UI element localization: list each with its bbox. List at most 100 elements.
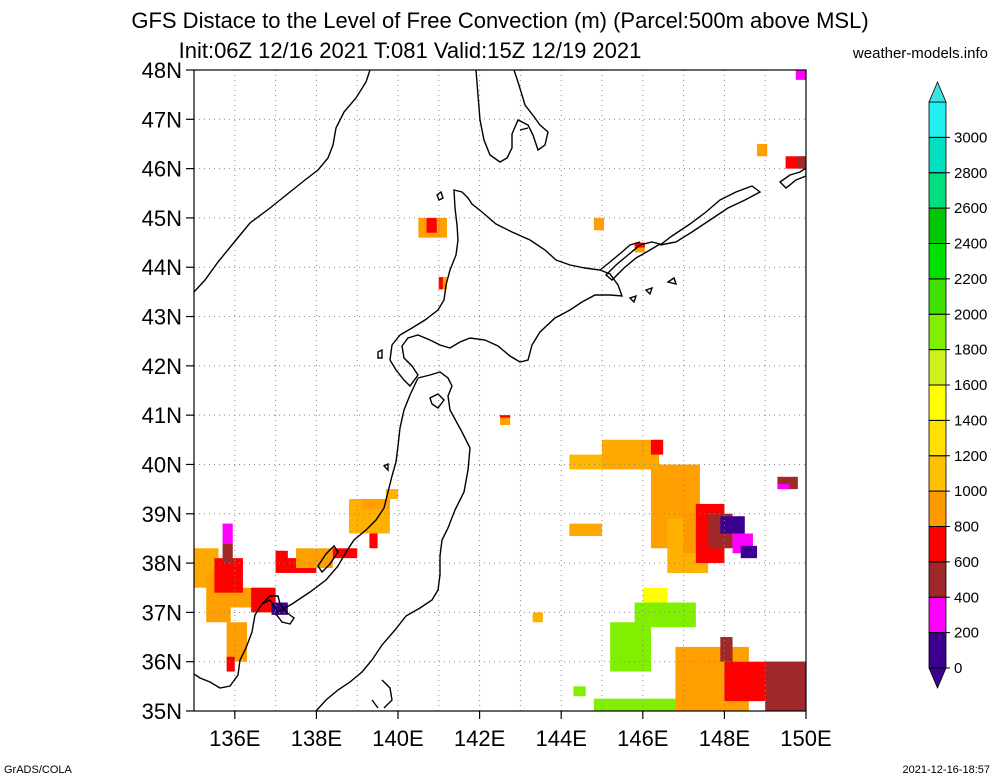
lfc-field-cell bbox=[573, 686, 586, 697]
lat-tick-label: 44N bbox=[142, 255, 182, 280]
colorbar-segment bbox=[928, 207, 947, 244]
coastline-kuril-north bbox=[778, 167, 806, 189]
colorbar-segment bbox=[928, 419, 947, 457]
lat-tick-label: 37N bbox=[142, 600, 182, 625]
colorbar-segment bbox=[928, 101, 947, 138]
colorbar-level-label: 1200 bbox=[954, 448, 987, 465]
coastline-honshu bbox=[194, 371, 471, 711]
coastline-okushiri bbox=[377, 348, 383, 359]
colorbar-level-label: 1600 bbox=[954, 377, 987, 394]
lon-tick-label: 150E bbox=[780, 726, 831, 751]
lfc-field-cell bbox=[740, 545, 758, 559]
lfc-field-cell bbox=[593, 217, 605, 231]
lfc-field-cell bbox=[757, 143, 768, 157]
coastline-boso bbox=[371, 679, 393, 709]
colorbar-segment bbox=[928, 313, 947, 351]
colorbar-segment bbox=[928, 172, 947, 209]
colorbar-segment bbox=[928, 490, 947, 527]
lon-tick-label: 148E bbox=[699, 726, 750, 751]
lfc-field-cell bbox=[296, 548, 333, 569]
lfc-field-cell bbox=[610, 622, 651, 672]
coastline-sakhalin bbox=[475, 70, 549, 163]
lfc-field-cell bbox=[222, 523, 233, 544]
lfc-field-cell bbox=[500, 415, 511, 418]
lat-tick-label: 42N bbox=[142, 354, 182, 379]
coastline-kuril-iturup bbox=[659, 185, 762, 246]
lfc-field-cell bbox=[222, 543, 233, 564]
coastline-rishiri bbox=[436, 190, 444, 201]
lfc-field-cell bbox=[385, 489, 398, 499]
lat-tick-label: 47N bbox=[142, 107, 182, 132]
lfc-field-cell bbox=[500, 415, 511, 426]
colorbar-level-label: 2600 bbox=[954, 200, 987, 217]
lfc-field-cell bbox=[593, 698, 676, 711]
lfc-field-cell bbox=[438, 277, 447, 290]
lon-tick-label: 146E bbox=[617, 726, 668, 751]
lfc-field-cell bbox=[361, 498, 390, 509]
colorbar-segment bbox=[928, 596, 947, 634]
colorbar-level-label: 1800 bbox=[954, 342, 987, 359]
lfc-field-cell bbox=[777, 484, 790, 490]
map-title: GFS Distace to the Level of Free Convect… bbox=[131, 8, 869, 33]
colorbar-segment bbox=[928, 278, 947, 315]
lat-tick-label: 43N bbox=[142, 305, 182, 330]
map-frame bbox=[193, 69, 807, 712]
lon-tick-label: 136E bbox=[209, 726, 260, 751]
coastline-bay bbox=[429, 393, 445, 409]
map-subtitle-init-valid: Init:06Z 12/16 2021 T:081 Valid:15Z 12/1… bbox=[178, 38, 642, 63]
coastline-shiretoko bbox=[599, 241, 641, 271]
coastline-oshima bbox=[382, 462, 389, 472]
lfc-field-cell bbox=[795, 70, 806, 80]
lat-tick-label: 36N bbox=[142, 650, 182, 675]
lon-tick-label: 140E bbox=[372, 726, 423, 751]
lat-tick-label: 45N bbox=[142, 206, 182, 231]
lon-tick-label: 138E bbox=[291, 726, 342, 751]
lfc-field-cell bbox=[797, 156, 806, 169]
coastline-kuril-small bbox=[628, 276, 678, 304]
footer-timestamp: 2021-12-16-18:57 bbox=[902, 764, 990, 776]
lon-tick-label: 144E bbox=[536, 726, 587, 751]
colorbar-level-label: 1000 bbox=[954, 483, 987, 500]
footer-software-label: GrADS/COLA bbox=[4, 764, 72, 776]
lat-tick-label: 48N bbox=[142, 58, 182, 83]
lfc-field-cell bbox=[720, 516, 745, 534]
coastline-hokkaido bbox=[389, 189, 624, 388]
coastline-mainland bbox=[194, 70, 371, 293]
colorbar-level-label: 200 bbox=[954, 625, 979, 642]
lfc-field-cell bbox=[602, 439, 660, 470]
lat-tick-label: 39N bbox=[142, 502, 182, 527]
colorbar-segment bbox=[928, 455, 947, 492]
lfc-field-cell bbox=[426, 217, 437, 233]
colorbar-level-label: 2200 bbox=[954, 271, 987, 288]
colorbar-level-label: 400 bbox=[954, 589, 979, 606]
lfc-field-cell bbox=[226, 656, 235, 672]
coastline-kuril-kunashir bbox=[604, 241, 662, 281]
colorbar-level-label: 2800 bbox=[954, 165, 987, 182]
coastline-noto bbox=[261, 595, 295, 625]
lfc-field-cell bbox=[765, 661, 806, 711]
lat-tick-label: 40N bbox=[142, 452, 182, 477]
lfc-field-cell bbox=[214, 558, 243, 593]
lfc-field-cell bbox=[720, 637, 733, 662]
lat-tick-label: 41N bbox=[142, 403, 182, 428]
coastline-sado bbox=[317, 544, 339, 574]
colorbar: 0 200 400 600 800 1000 1200 1400 1600 1800 2000 220… bbox=[928, 80, 987, 690]
lat-tick-label: 46N bbox=[142, 157, 182, 182]
colorbar-segment bbox=[928, 136, 947, 174]
lfc-field-cell bbox=[532, 612, 543, 623]
lfc-field-cell bbox=[569, 454, 602, 470]
lfc-field-cell bbox=[275, 550, 288, 564]
colorbar-level-label: 2000 bbox=[954, 306, 987, 323]
lfc-field-layer bbox=[194, 70, 806, 711]
colorbar-segment bbox=[928, 632, 947, 669]
lon-tick-label: 142E bbox=[454, 726, 505, 751]
coastline-layer bbox=[194, 70, 806, 711]
colorbar-level-label: 1400 bbox=[954, 412, 987, 429]
colorbar-level-label: 3000 bbox=[954, 129, 987, 146]
lfc-field-cell bbox=[650, 439, 664, 455]
colorbar-segment bbox=[928, 384, 947, 421]
colorbar-segment bbox=[928, 526, 947, 563]
colorbar-segment bbox=[928, 349, 947, 386]
colorbar-under-triangle bbox=[928, 667, 947, 690]
